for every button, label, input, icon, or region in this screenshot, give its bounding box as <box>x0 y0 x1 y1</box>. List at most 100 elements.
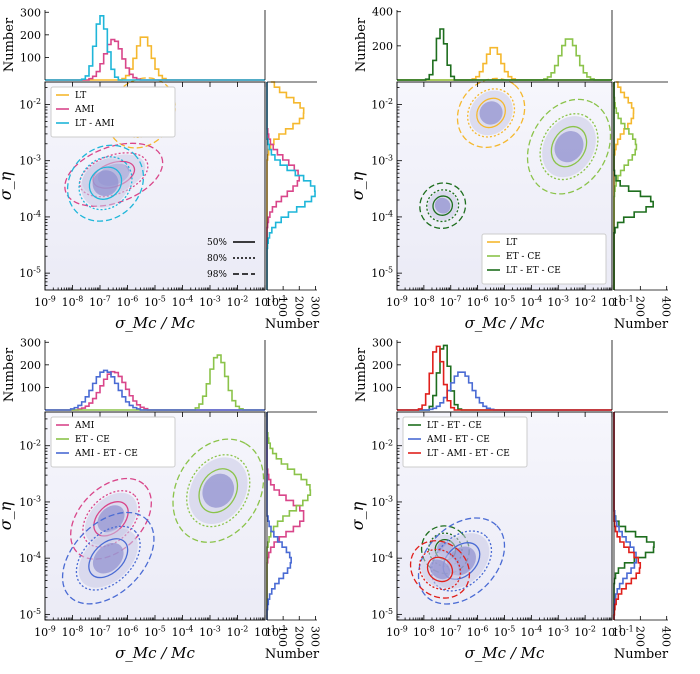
x-tick-label: 10-7 <box>440 625 462 639</box>
contour-legend-label: 80% <box>207 254 227 264</box>
contour-AMI-80 <box>79 152 149 198</box>
density-core <box>97 505 125 533</box>
panel-bottom-right: 10-9 10-8 10-7 10-6 10-5 10-4 10-3 10-2 10-1 10-5… <box>348 336 673 662</box>
x-tick-label: 10-6 <box>467 625 489 639</box>
top-hist-tick-label: 100 <box>20 381 41 394</box>
contour-AMI-50 <box>93 501 129 537</box>
x-tick-label: 10-6 <box>117 625 139 639</box>
legend-label: LT - ET - CE <box>506 266 561 276</box>
y-tick-label: 10-4 <box>371 210 393 224</box>
panel-top-left: 10-9 10-8 10-7 10-6 10-5 10-4 10-3 10-2 10-1 10-5… <box>0 6 321 332</box>
contour-ET-CE-98 <box>526 98 612 195</box>
top-hist-LT-AMI-ET-CE <box>397 345 612 411</box>
y-tick-label: 10-4 <box>19 551 41 565</box>
legend-label: ET - CE <box>506 252 541 262</box>
top-hist-ylabel: Number <box>2 347 17 402</box>
top-hist-LT <box>45 36 265 81</box>
right-histogram: 200 400 10-1 Number <box>612 411 673 662</box>
panel-bottom-left: 10-9 10-8 10-7 10-6 10-5 10-4 10-3 10-2 10-1 10-5… <box>0 336 321 662</box>
right-hist-zero-label: 10-1 <box>612 625 634 639</box>
x-tick-label: 10-2 <box>574 625 596 639</box>
right-hist-xlabel: Number <box>614 317 669 332</box>
top-hist-tick-label: 200 <box>20 359 41 372</box>
right-histogram: 200 400 10-1 Number <box>612 81 673 332</box>
density-core <box>92 542 124 574</box>
x-tick-label: 10-1 <box>601 625 623 639</box>
top-hist-ET-CE <box>45 354 265 411</box>
x-tick-label: 10-7 <box>89 295 111 309</box>
x-axis-label: σ_Mc / Mc <box>115 314 195 332</box>
top-hist-LT-AMI <box>45 15 265 81</box>
contour-LT-AMI-50 <box>88 166 123 200</box>
x-tick-label: 10-8 <box>62 295 84 309</box>
right-hist-tick-label: 200 <box>292 296 305 317</box>
top-hist-tick-label: 200 <box>372 359 393 372</box>
top-hist-LT-ET-CE <box>397 28 612 81</box>
y-tick-label: 10-4 <box>371 551 393 565</box>
right-histogram: 100 200 300 10-1 Number <box>265 411 321 662</box>
x-tick-label: 10-7 <box>440 295 462 309</box>
density-core <box>202 473 235 508</box>
legend-label: LT <box>506 238 517 248</box>
legend: LT ET - CE LT - ET - CE <box>481 233 607 285</box>
x-tick-label: 10-3 <box>199 625 221 639</box>
top-hist-AMI-ET-CE <box>45 369 265 411</box>
x-tick-label: 10-4 <box>521 295 543 309</box>
top-hist-tick-label: 200 <box>20 29 41 42</box>
right-hist-xlabel: Number <box>265 317 320 332</box>
right-hist-tick-label: 100 <box>276 296 289 317</box>
x-tick-label: 10-8 <box>62 625 84 639</box>
x-tick-label: 10-8 <box>413 625 435 639</box>
x-tick-label: 10-1 <box>254 625 276 639</box>
contour-LT-ET-CE-80 <box>426 189 460 223</box>
right-hist-tick-label: 400 <box>660 626 673 647</box>
right-hist-zero-label: 10-1 <box>612 295 634 309</box>
contour-AMI-ET-CE-80 <box>75 525 141 591</box>
y-tick-label: 10-5 <box>19 607 41 621</box>
right-hist-tick-label: 200 <box>633 296 646 317</box>
x-tick-label: 10-8 <box>413 295 435 309</box>
x-tick-label: 10-6 <box>117 295 139 309</box>
contour-legend-label: 50% <box>207 238 227 248</box>
contour-legend-label: 98% <box>207 270 227 280</box>
right-hist-tick-label: 300 <box>308 626 321 647</box>
contour-legend: 50% 80% 98% <box>207 238 255 280</box>
x-axis-label: σ_Mc / Mc <box>465 314 545 332</box>
top-hist-tick-label: 300 <box>20 6 41 19</box>
y-axis-label: σ_η <box>348 501 367 530</box>
legend-label: LT - AMI - ET - CE <box>427 449 510 459</box>
legend: LT AMI LT - AMI <box>50 86 176 138</box>
contour-LT-50 <box>476 97 506 129</box>
y-tick-label: 10-2 <box>371 438 393 452</box>
contour-ET-CE-80 <box>186 454 251 528</box>
y-tick-label: 10-3 <box>19 153 41 167</box>
x-tick-label: 10-5 <box>144 625 166 639</box>
contour-AMI-98 <box>64 142 164 207</box>
x-tick-label: 10-3 <box>547 295 569 309</box>
density-core <box>554 131 584 163</box>
x-tick-label: 10-2 <box>227 625 249 639</box>
legend-label: AMI - ET - CE <box>74 449 138 459</box>
contour-LT-AMI-98 <box>66 144 145 222</box>
x-tick-label: 10-9 <box>386 295 408 309</box>
contour-LT-AMI-ET-CE-80 <box>418 548 462 591</box>
top-hist-tick-label: 300 <box>20 336 41 349</box>
x-tick-label: 10-1 <box>254 295 276 309</box>
legend-box <box>402 416 528 468</box>
contour-ET-CE-80 <box>539 113 599 181</box>
x-axis-label: σ_Mc / Mc <box>115 644 195 662</box>
x-tick-label: 10-9 <box>34 625 56 639</box>
top-hist-tick-label: 400 <box>372 6 393 19</box>
right-hist-tick-label: 100 <box>276 626 289 647</box>
density-core <box>434 197 451 214</box>
y-tick-label: 10-3 <box>19 495 41 509</box>
right-hist-xlabel: Number <box>614 647 669 662</box>
x-tick-label: 10-5 <box>144 295 166 309</box>
y-axis-label: σ_η <box>0 171 15 200</box>
top-hist-tick-label: 100 <box>372 381 393 394</box>
x-tick-label: 10-4 <box>172 625 194 639</box>
x-tick-label: 10-4 <box>521 625 543 639</box>
legend-label: LT - AMI <box>75 119 115 129</box>
